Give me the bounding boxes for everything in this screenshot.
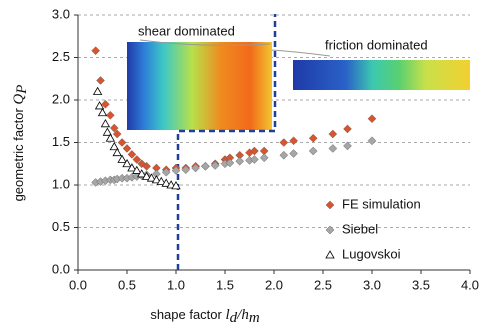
- marker: [128, 150, 136, 158]
- legend-label: Lugovskoi: [342, 246, 401, 261]
- marker: [290, 137, 298, 145]
- y-label-text: geometric factor: [11, 108, 26, 202]
- y-tick-label: 0.0: [52, 261, 70, 276]
- marker: [368, 115, 376, 123]
- y-label-var: Q: [11, 94, 27, 105]
- marker: [280, 139, 288, 147]
- marker: [280, 151, 288, 159]
- marker: [344, 142, 352, 150]
- y-axis-label: geometric factor QP: [11, 85, 30, 202]
- marker: [368, 137, 376, 145]
- x-tick-label: 1.5: [216, 277, 234, 292]
- legend-label: FE simulation: [342, 196, 421, 211]
- legend-marker: [326, 201, 334, 209]
- x-tick-label: 1.0: [167, 277, 185, 292]
- marker: [344, 125, 352, 133]
- shear-inset: [127, 42, 272, 130]
- x-tick-label: 2.0: [265, 277, 283, 292]
- x-tick-label: 0.0: [69, 277, 87, 292]
- marker: [236, 157, 244, 165]
- marker: [101, 120, 109, 127]
- x-tick-label: 4.0: [461, 277, 479, 292]
- x-label-text: shape factor: [150, 307, 222, 322]
- y-label-sub: P: [14, 85, 30, 95]
- annotation: friction dominated: [325, 37, 428, 52]
- annotation: shear dominated: [138, 23, 235, 38]
- marker: [329, 144, 337, 152]
- marker: [329, 130, 337, 138]
- marker: [99, 109, 107, 116]
- marker: [92, 47, 100, 55]
- annotation-curve: [272, 50, 330, 56]
- x-label-sub: m: [249, 310, 260, 326]
- marker: [118, 139, 126, 147]
- marker: [201, 162, 209, 170]
- legend-label: Siebel: [342, 221, 378, 236]
- marker: [290, 150, 298, 158]
- x-tick-label: 3.5: [412, 277, 430, 292]
- marker: [106, 111, 114, 119]
- marker: [97, 76, 105, 84]
- marker: [309, 147, 317, 155]
- chart: shear dominated friction dominated shape…: [0, 0, 485, 328]
- x-tick-label: 2.5: [314, 277, 332, 292]
- marker: [260, 154, 268, 162]
- x-tick-label: 0.5: [118, 277, 136, 292]
- y-tick-label: 2.5: [52, 49, 70, 64]
- friction-inset: [293, 60, 470, 90]
- y-tick-label: 1.0: [52, 176, 70, 191]
- x-axis-label: shape factor ld/hm: [150, 307, 260, 326]
- y-tick-label: 1.5: [52, 134, 70, 149]
- x-label-mid: /h: [236, 307, 249, 323]
- legend-marker: [326, 251, 334, 258]
- x-tick-label: 3.0: [363, 277, 381, 292]
- marker: [118, 156, 126, 163]
- marker: [94, 88, 102, 95]
- marker: [309, 134, 317, 142]
- y-tick-label: 0.5: [52, 219, 70, 234]
- y-tick-label: 3.0: [52, 6, 70, 21]
- marker: [123, 144, 131, 152]
- y-tick-label: 2.0: [52, 91, 70, 106]
